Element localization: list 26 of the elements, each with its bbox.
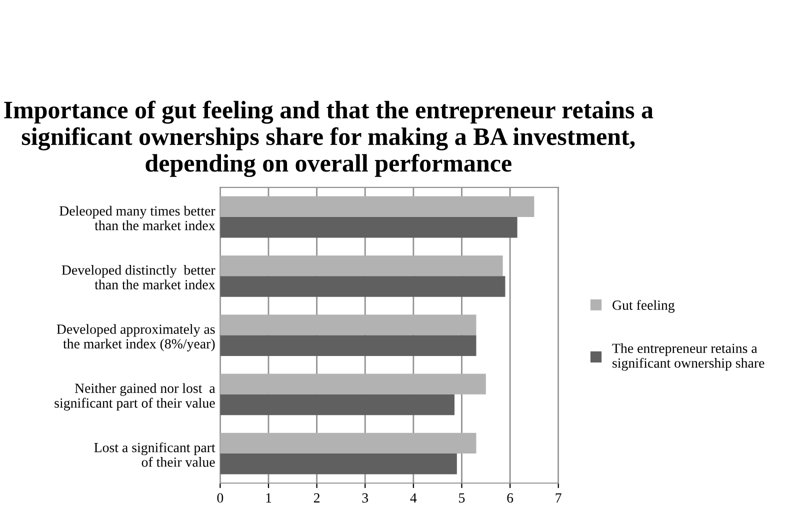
x-tick-label: 5 bbox=[459, 493, 465, 503]
bar bbox=[220, 217, 518, 238]
bar bbox=[220, 196, 534, 218]
x-tick-label: 6 bbox=[507, 493, 514, 503]
x-tick-label: 7 bbox=[556, 493, 562, 502]
chart-title: Importance of gut feeling and that the entrepreneur retains a significant ownerships share for making a BA investment, depending on overall performance bbox=[4, 100, 654, 178]
bar bbox=[220, 276, 506, 297]
bar bbox=[220, 454, 457, 474]
legend-label: Gut feeling bbox=[612, 300, 675, 313]
y-tick-label: Lost a significant part of their value bbox=[94, 442, 216, 467]
y-tick-label: Deleoped many times better than the market index bbox=[60, 206, 216, 230]
bar bbox=[220, 314, 476, 336]
x-tick-label: 0 bbox=[217, 493, 224, 503]
y-tick-label: Developed distinctly better than the market index bbox=[62, 265, 216, 290]
y-tick-label: Neither gained nor lost a significant part of their value bbox=[54, 383, 216, 411]
x-tick-label: 3 bbox=[362, 493, 368, 503]
y-tick-label: Developed approximately as the market index (8%/year) bbox=[56, 324, 215, 352]
bar bbox=[220, 255, 503, 276]
x-tick-label: 2 bbox=[314, 493, 320, 502]
x-tick-label: 1 bbox=[266, 493, 272, 502]
legend-label: The entrepreneur retains a significant ownership share bbox=[612, 343, 764, 371]
bar bbox=[220, 394, 454, 416]
bar bbox=[220, 432, 476, 454]
bar bbox=[220, 335, 476, 356]
x-tick-label: 4 bbox=[410, 493, 417, 502]
bar bbox=[220, 374, 486, 394]
